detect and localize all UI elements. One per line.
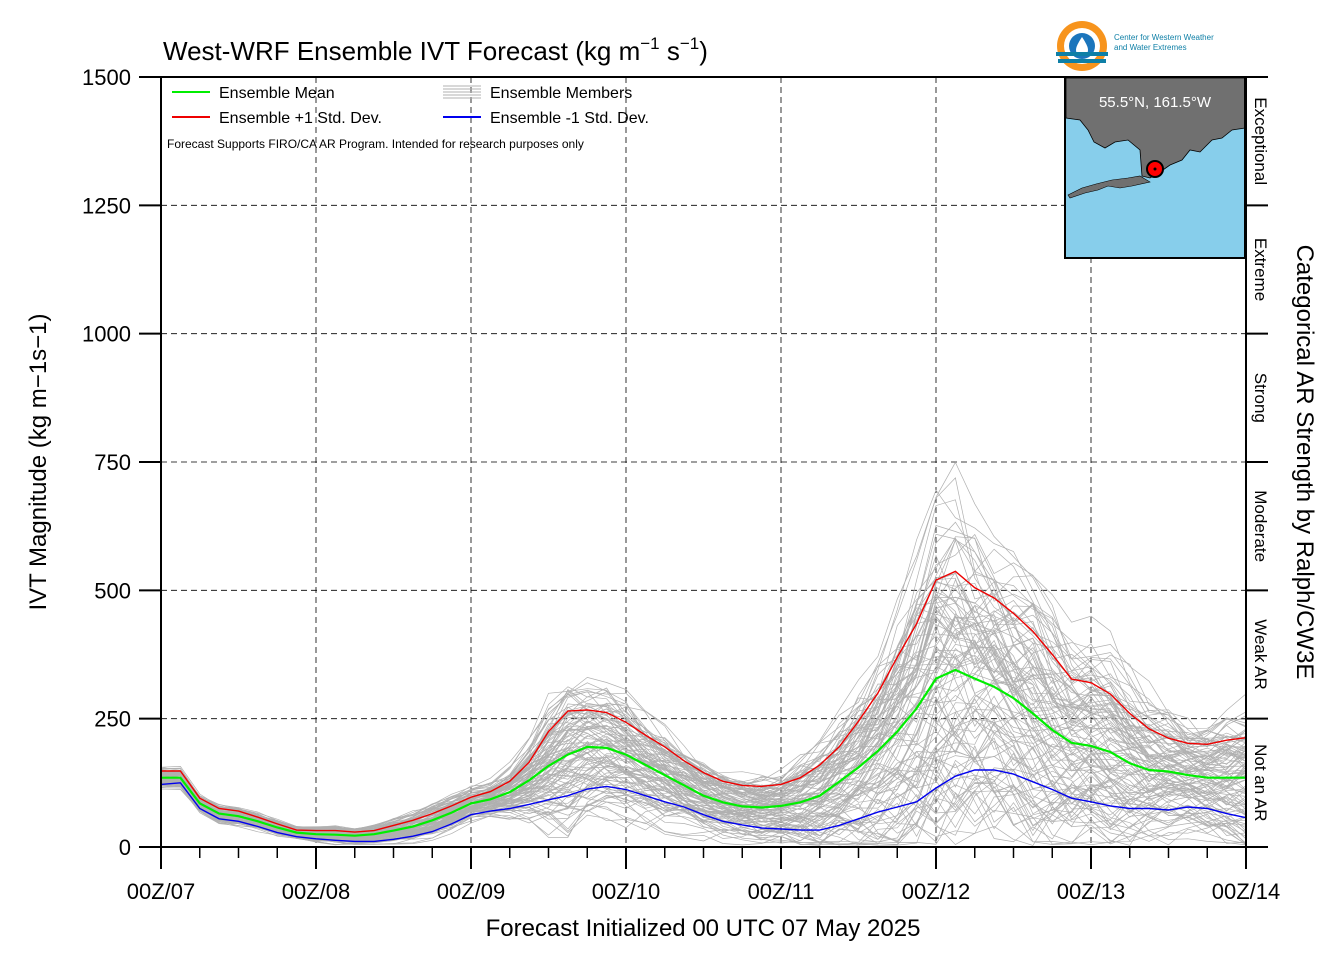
y-tick-label: 250 <box>94 707 131 732</box>
legend: Ensemble Mean Ensemble +1 Std. Dev. Ense… <box>167 85 649 151</box>
category-label: Weak AR <box>1251 619 1270 690</box>
category-label: Moderate <box>1251 490 1270 562</box>
x-tick-label: 00Z/14 <box>1212 879 1281 904</box>
x-tick-label: 00Z/09 <box>437 879 506 904</box>
x-tick-label: 00Z/07 <box>127 879 196 904</box>
ensemble-member-line <box>160 614 1247 832</box>
x-axis: 00Z/07 00Z/08 00Z/09 00Z/10 00Z/11 00Z/12 00Z/… <box>127 847 1281 904</box>
ensemble-member-line <box>160 774 1247 845</box>
logo-text-line1: Center for Western Weather <box>1114 33 1214 42</box>
x-tick-label: 00Z/10 <box>592 879 661 904</box>
category-label: Strong <box>1251 373 1270 423</box>
legend-label-minus: Ensemble -1 Std. Dev. <box>490 110 649 127</box>
y-tick-label: 750 <box>94 450 131 475</box>
x-tick-label: 00Z/11 <box>748 879 815 904</box>
inset-map: 55.5°N, 161.5°W <box>1064 76 1246 259</box>
y-tick-label: 1000 <box>82 322 131 347</box>
legend-label-mean: Ensemble Mean <box>219 85 335 102</box>
ensemble-member-line <box>160 539 1247 835</box>
y-axis-label: IVT Magnitude (kg m−1s−1) <box>25 313 52 610</box>
y-axis: 0 250 500 750 1000 1250 1500 <box>82 65 161 860</box>
ensemble-member-line <box>160 694 1247 841</box>
category-label: Not an AR <box>1251 744 1270 822</box>
ensemble-plus-std-line <box>161 570 1247 833</box>
disclaimer-note: Forecast Supports FIRO/CA AR Program. In… <box>167 137 584 151</box>
chart-title: West-WRF Ensemble IVT Forecast (kg m−1 s… <box>163 34 708 66</box>
logo-text-line2: and Water Extremes <box>1114 43 1187 52</box>
cw3e-logo: Center for Western Weather and Water Ext… <box>1056 21 1214 71</box>
inset-label: 55.5°N, 161.5°W <box>1099 94 1212 111</box>
x-axis-label: Forecast Initialized 00 UTC 07 May 2025 <box>486 915 921 942</box>
ensemble-series <box>160 570 1247 843</box>
legend-label-members: Ensemble Members <box>490 85 632 102</box>
legend-swatch-members <box>443 85 481 99</box>
y-tick-label: 0 <box>119 835 131 860</box>
ensemble-member-line <box>160 782 1247 844</box>
x-tick-label: 00Z/13 <box>1057 879 1126 904</box>
y-tick-label: 1250 <box>82 193 131 218</box>
x-tick-label: 00Z/12 <box>902 879 971 904</box>
ensemble-member-line <box>160 641 1247 839</box>
category-label: Exceptional <box>1251 97 1270 185</box>
ensemble-member-line <box>160 697 1247 841</box>
ensemble-minus-std-line <box>160 769 1247 843</box>
ensemble-member-line <box>160 525 1247 831</box>
ensemble-mean-line <box>161 668 1246 837</box>
x-tick-label: 00Z/08 <box>282 879 351 904</box>
ensemble-member-line <box>160 718 1247 837</box>
category-axis-title: Categorical AR Strength by Ralph/CW3E <box>1291 245 1318 680</box>
y-tick-label: 1500 <box>82 65 131 90</box>
ensemble-member-line <box>160 658 1247 837</box>
y-tick-label: 500 <box>94 578 131 603</box>
ensemble-member-line <box>160 596 1247 832</box>
grid-lines <box>161 77 1246 847</box>
category-axis: Not an AR Weak AR Moderate Strong Extreme Exc… <box>1245 76 1270 848</box>
water-drop-icon <box>1076 37 1088 56</box>
ensemble-member-line <box>160 733 1247 840</box>
ensemble-members <box>160 461 1247 846</box>
legend-label-plus: Ensemble +1 Std. Dev. <box>219 110 382 127</box>
category-label: Extreme <box>1251 238 1270 301</box>
